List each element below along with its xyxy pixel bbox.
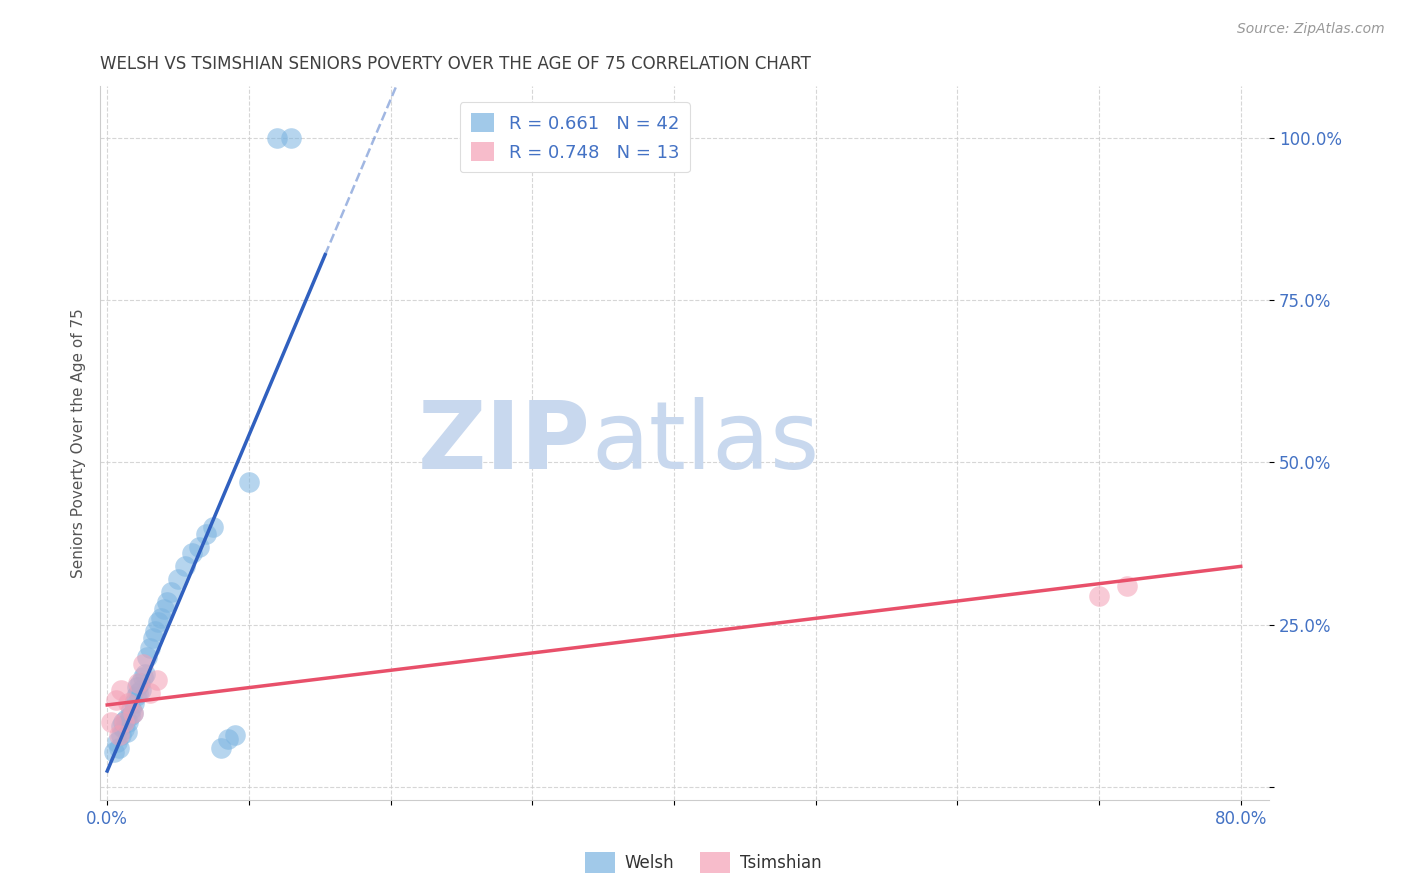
Point xyxy=(142,631,165,645)
Point xyxy=(112,722,135,736)
Point xyxy=(138,640,160,655)
Point xyxy=(266,130,288,145)
Point xyxy=(217,731,239,746)
Point xyxy=(280,130,302,145)
Point xyxy=(153,601,176,615)
Text: ZIP: ZIP xyxy=(418,397,591,489)
Point xyxy=(124,690,146,704)
Point xyxy=(202,520,225,534)
Legend: R = 0.661   N = 42, R = 0.748   N = 13: R = 0.661 N = 42, R = 0.748 N = 13 xyxy=(460,102,690,172)
Point xyxy=(138,686,160,700)
Point xyxy=(117,696,139,710)
Text: WELSH VS TSIMSHIAN SENIORS POVERTY OVER THE AGE OF 75 CORRELATION CHART: WELSH VS TSIMSHIAN SENIORS POVERTY OVER … xyxy=(100,55,811,73)
Point xyxy=(148,615,170,629)
Point xyxy=(120,702,142,716)
Point xyxy=(146,673,169,687)
Text: atlas: atlas xyxy=(591,397,820,489)
Point xyxy=(181,546,204,560)
Point xyxy=(209,741,232,756)
Point xyxy=(110,728,132,742)
Point xyxy=(117,715,139,730)
Point xyxy=(121,706,143,720)
Point xyxy=(110,718,132,732)
Point xyxy=(110,682,132,697)
Point xyxy=(150,611,173,625)
Point xyxy=(114,712,136,726)
Legend: Welsh, Tsimshian: Welsh, Tsimshian xyxy=(578,846,828,880)
Point xyxy=(105,735,128,749)
Point xyxy=(127,676,149,690)
Point xyxy=(115,725,138,739)
Point xyxy=(1088,589,1111,603)
Y-axis label: Seniors Poverty Over the Age of 75: Seniors Poverty Over the Age of 75 xyxy=(72,308,86,578)
Point xyxy=(107,741,129,756)
Point xyxy=(118,708,141,723)
Point xyxy=(129,682,152,697)
Point xyxy=(111,715,134,730)
Point xyxy=(104,692,127,706)
Point xyxy=(156,595,179,609)
Point xyxy=(195,527,218,541)
Point xyxy=(131,670,153,684)
Point xyxy=(1116,579,1139,593)
Point xyxy=(125,680,148,694)
Point xyxy=(224,728,246,742)
Point xyxy=(188,540,211,554)
Point xyxy=(103,744,125,758)
Point xyxy=(238,475,260,489)
Text: Source: ZipAtlas.com: Source: ZipAtlas.com xyxy=(1237,22,1385,37)
Point xyxy=(145,624,167,639)
Point xyxy=(174,559,197,574)
Point xyxy=(121,706,143,720)
Point xyxy=(134,666,156,681)
Point xyxy=(122,696,145,710)
Point xyxy=(107,728,129,742)
Point xyxy=(112,715,135,730)
Point xyxy=(100,715,122,730)
Point xyxy=(135,650,157,665)
Point xyxy=(127,686,149,700)
Point xyxy=(167,573,190,587)
Point xyxy=(131,657,153,671)
Point xyxy=(128,676,150,690)
Point xyxy=(160,585,183,599)
